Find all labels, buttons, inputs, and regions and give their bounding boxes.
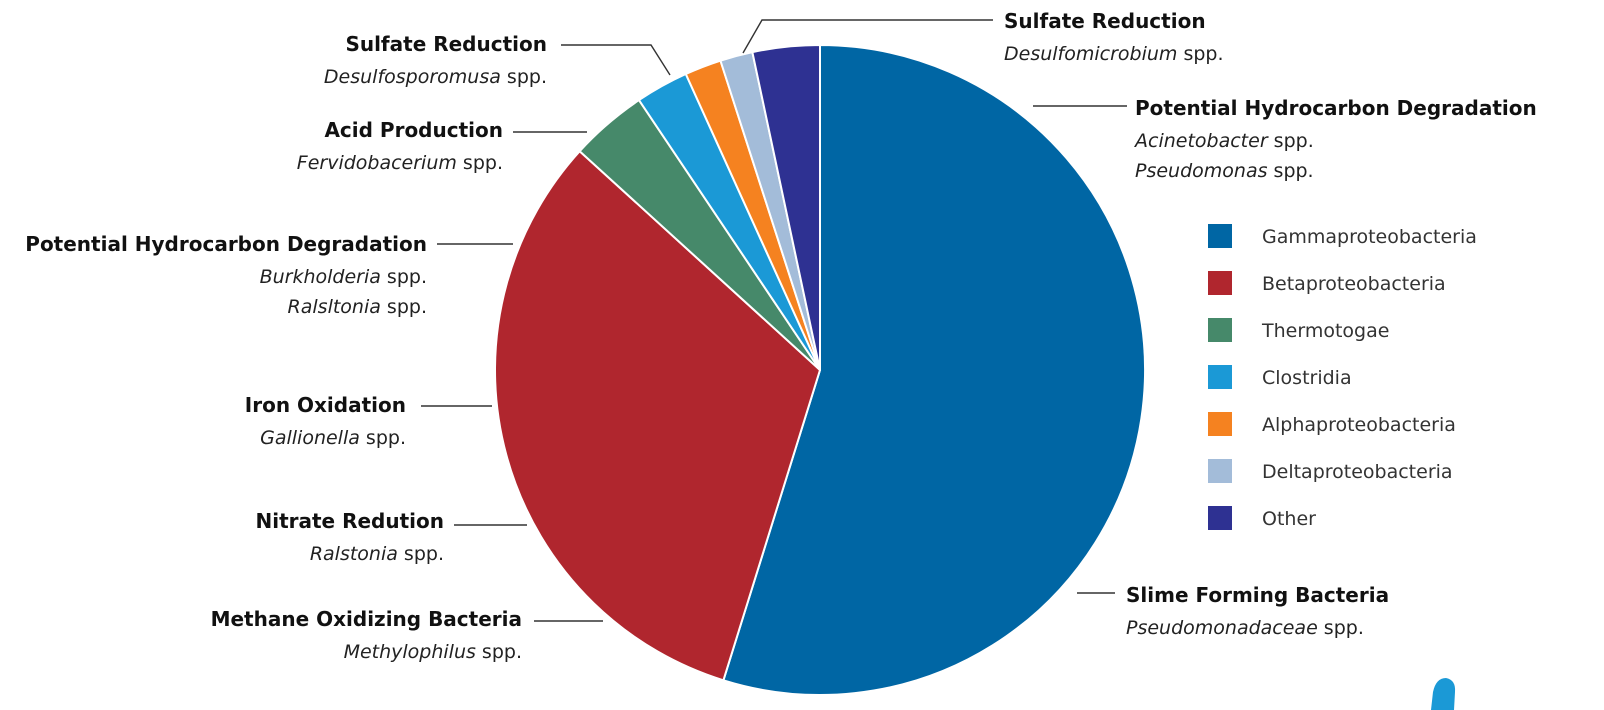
- legend-swatch: [1208, 459, 1232, 483]
- legend: Gammaproteobacteria Betaproteobacteria The…: [1208, 224, 1477, 530]
- legend-item-other: Other: [1208, 506, 1316, 530]
- legend-label: Other: [1262, 508, 1316, 530]
- legend-item-deltaproteobacteria: Deltaproteobacteria: [1208, 459, 1453, 483]
- annotation-title: Sulfate Reduction: [1004, 9, 1206, 33]
- annotation-genus: Ralsltonia spp.: [288, 296, 427, 318]
- annotation-genus: Acinetobacter spp.: [1133, 130, 1314, 152]
- annotation-genus: Gallionella spp.: [260, 427, 406, 449]
- pie-slices: [494, 44, 1147, 696]
- legend-swatch: [1208, 506, 1232, 530]
- annotation-genus: Methylophilus spp.: [344, 641, 522, 663]
- annotation-slime-forming-bacteria: Slime Forming Bacteria Pseudomonadaceae s…: [1126, 583, 1389, 639]
- legend-swatch: [1208, 365, 1232, 389]
- pie-slice-other: [751, 44, 821, 371]
- annotations: Sulfate Reduction Desulfomicrobium spp. Po…: [25, 9, 1536, 663]
- annotation-iron-oxidation: Iron Oxidation Gallionella spp.: [245, 393, 406, 449]
- annotation-genus: Ralstonia spp.: [310, 543, 444, 565]
- legend-item-gammaproteobacteria: Gammaproteobacteria: [1208, 224, 1477, 248]
- legend-label: Clostridia: [1262, 367, 1352, 389]
- legend-label: Deltaproteobacteria: [1262, 461, 1453, 483]
- pie-slice-betaproteobacteria: [494, 150, 821, 682]
- annotation-nitrate-redution: Nitrate Redution Ralstonia spp.: [255, 509, 444, 565]
- annotation-potential-hydrocarbon-degradation: Potential Hydrocarbon Degradation Acineto…: [1133, 96, 1537, 182]
- annotation-title: Nitrate Redution: [255, 509, 444, 533]
- annotation-title: Acid Production: [324, 118, 503, 142]
- legend-item-alphaproteobacteria: Alphaproteobacteria: [1208, 412, 1456, 436]
- annotation-sulfate-reduction: Sulfate Reduction Desulfosporomusa spp.: [324, 32, 547, 88]
- annotation-genus: Burkholderia spp.: [260, 266, 427, 288]
- legend-swatch: [1208, 224, 1232, 248]
- annotation-genus: Pseudomonas spp.: [1135, 160, 1314, 182]
- annotation-title: Potential Hydrocarbon Degradation: [1135, 96, 1537, 120]
- legend-label: Alphaproteobacteria: [1262, 414, 1456, 436]
- annotation-title: Sulfate Reduction: [345, 32, 547, 56]
- pie-slice-gammaproteobacteria: [722, 44, 1147, 696]
- legend-swatch: [1208, 318, 1232, 342]
- leader-line: [742, 19, 993, 54]
- annotation-title: Methane Oxidizing Bacteria: [211, 607, 522, 631]
- annotation-genus: Desulfomicrobium spp.: [1004, 43, 1224, 65]
- legend-swatch: [1208, 271, 1232, 295]
- annotation-genus: Desulfosporomusa spp.: [324, 66, 547, 88]
- annotation-sulfate-reduction: Sulfate Reduction Desulfomicrobium spp.: [1004, 9, 1224, 65]
- legend-item-thermotogae: Thermotogae: [1208, 318, 1389, 342]
- legend-item-betaproteobacteria: Betaproteobacteria: [1208, 271, 1446, 295]
- annotation-title: Slime Forming Bacteria: [1126, 583, 1389, 607]
- corner-decoration: [1431, 678, 1456, 710]
- annotation-title: Iron Oxidation: [245, 393, 406, 417]
- legend-label: Betaproteobacteria: [1262, 273, 1446, 295]
- annotation-title: Potential Hydrocarbon Degradation: [25, 232, 427, 256]
- legend-item-clostridia: Clostridia: [1208, 365, 1352, 389]
- annotation-potential-hydrocarbon-degradation: Potential Hydrocarbon Degradation Burkhol…: [25, 232, 427, 318]
- legend-swatch: [1208, 412, 1232, 436]
- leader-line: [561, 44, 671, 76]
- annotation-acid-production: Acid Production Fervidobacerium spp.: [297, 118, 503, 174]
- leader-lines: [421, 19, 1127, 622]
- legend-label: Gammaproteobacteria: [1262, 226, 1477, 248]
- annotation-methane-oxidizing-bacteria: Methane Oxidizing Bacteria Methylophilus …: [211, 607, 522, 663]
- annotation-genus: Fervidobacerium spp.: [297, 152, 503, 174]
- legend-label: Thermotogae: [1261, 320, 1389, 342]
- annotation-genus: Pseudomonadaceae spp.: [1126, 617, 1364, 639]
